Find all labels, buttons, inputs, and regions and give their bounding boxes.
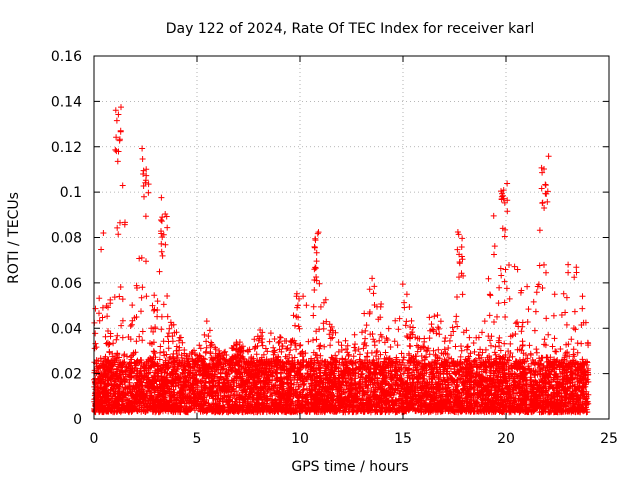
y-tick-label: 0.16 bbox=[51, 49, 82, 65]
chart-title: Day 122 of 2024, Rate Of TEC Index for r… bbox=[166, 21, 534, 37]
x-axis-label: GPS time / hours bbox=[291, 459, 408, 475]
y-tick-label: 0.08 bbox=[51, 231, 82, 247]
grid-lines bbox=[94, 56, 609, 419]
data-points bbox=[91, 104, 592, 416]
y-tick-labels: 0 0.02 0.04 0.06 0.08 0.1 0.12 0.14 0.16 bbox=[51, 49, 82, 428]
x-tick-label: 10 bbox=[291, 431, 309, 447]
x-tick-label: 0 bbox=[90, 431, 99, 447]
x-tick-label: 25 bbox=[600, 431, 618, 447]
y-tick-label: 0.06 bbox=[51, 276, 82, 292]
x-tick-label: 5 bbox=[193, 431, 202, 447]
axis-ticks bbox=[93, 55, 610, 420]
y-tick-label: 0.14 bbox=[51, 94, 82, 110]
roti-marker-cloud bbox=[91, 104, 592, 416]
x-tick-labels: 0 5 10 15 20 25 bbox=[90, 431, 618, 447]
y-tick-label: 0.12 bbox=[51, 140, 82, 156]
y-tick-label: 0.1 bbox=[60, 185, 82, 201]
y-tick-label: 0.04 bbox=[51, 321, 82, 337]
x-tick-label: 15 bbox=[394, 431, 412, 447]
y-axis-label: ROTI / TECUs bbox=[6, 192, 22, 284]
x-tick-label: 20 bbox=[497, 431, 515, 447]
y-tick-label: 0.02 bbox=[51, 367, 82, 383]
y-tick-label: 0 bbox=[73, 412, 82, 428]
